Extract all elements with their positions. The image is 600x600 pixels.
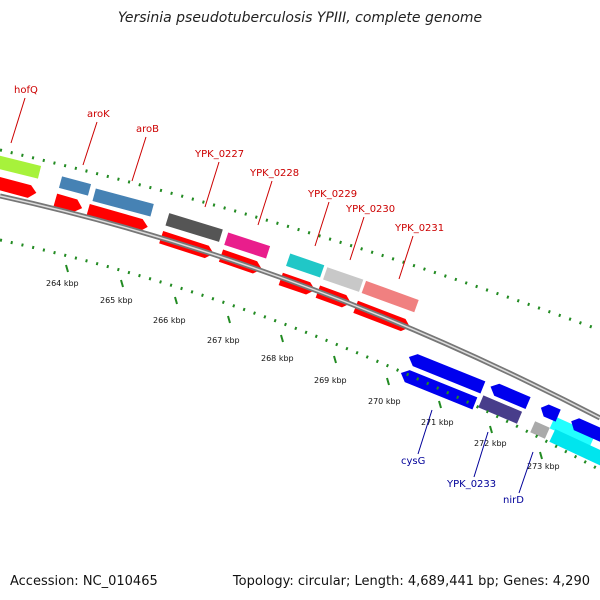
gene-label-ypk0229[interactable]: YPK_0229	[307, 189, 357, 200]
gene-label-ypk0231[interactable]: YPK_0231	[394, 223, 444, 234]
accession-text: Accession: NC_010465	[10, 574, 158, 589]
tick-mark	[489, 425, 493, 434]
ypk0227-feature[interactable]	[165, 213, 223, 242]
ypk0230-feature[interactable]	[323, 267, 364, 292]
tick-label: 264 kbp	[46, 279, 79, 288]
leader-line	[349, 216, 365, 261]
inner-dotted-ring	[0, 238, 600, 472]
gene-label-ypk0230[interactable]: YPK_0230	[345, 204, 395, 215]
genome-stats-text: Topology: circular; Length: 4,689,441 bp…	[232, 574, 590, 589]
nird-feature-light[interactable]	[549, 416, 596, 447]
leader-line	[10, 97, 26, 144]
tick-mark	[120, 279, 124, 288]
gene-label-nird[interactable]: nirD	[503, 495, 524, 506]
tick-label: 267 kbp	[207, 336, 240, 345]
outer-dotted-ring	[0, 148, 600, 332]
tick-label: 273 kbp	[527, 462, 560, 471]
gene-label-ypk0233[interactable]: YPK_0233	[446, 479, 496, 490]
cds-arrow-reverse[interactable]	[406, 351, 486, 394]
cysg-feature[interactable]	[398, 367, 478, 410]
tick-mark	[539, 451, 543, 460]
tick-label: 268 kbp	[261, 354, 294, 363]
genome-backbone	[0, 193, 600, 421]
ypk0229-feature[interactable]	[286, 253, 325, 278]
ypk0231-feature[interactable]	[361, 280, 419, 313]
forward-features	[0, 153, 596, 447]
leader-line	[204, 161, 220, 208]
tick-label: 265 kbp	[100, 296, 133, 305]
tick-label: 271 kbp	[421, 418, 454, 427]
leader-line	[417, 409, 433, 455]
leader-line	[518, 451, 534, 494]
tick-mark	[65, 264, 69, 273]
leader-line	[398, 235, 414, 280]
forward-labels: hofQ aroK aroB YPK_0227 YPK_0228 YPK_022…	[10, 85, 444, 280]
cds-arrow-reverse[interactable]	[568, 416, 600, 442]
gene-label-ypk0227[interactable]: YPK_0227	[194, 149, 244, 160]
ypk0228-feature[interactable]	[224, 232, 271, 259]
tick-mark	[227, 315, 231, 324]
tick-mark	[174, 296, 178, 305]
reverse-labels: cysG YPK_0233 nirD	[401, 409, 534, 506]
gene-label-arob[interactable]: aroB	[136, 124, 159, 135]
tick-mark	[280, 334, 284, 343]
cds-arrow-reverse[interactable]	[488, 381, 531, 410]
map-title: Yersinia pseudotuberculosis YPIII, compl…	[117, 10, 483, 26]
leader-line	[257, 180, 273, 226]
genome-backbone-highlight	[0, 195, 600, 419]
cds-arrow[interactable]	[86, 203, 149, 234]
leader-line	[473, 431, 489, 478]
leader-line	[131, 136, 147, 182]
tick-mark	[333, 355, 337, 364]
gene-label-cysg[interactable]: cysG	[401, 456, 425, 467]
leader-line	[82, 121, 98, 166]
reverse-features	[398, 351, 600, 466]
nird-feature-gray[interactable]	[530, 421, 550, 439]
nird-feature-cyan[interactable]	[549, 429, 600, 466]
hofq-feature[interactable]	[0, 153, 42, 179]
arok-feature[interactable]	[58, 176, 92, 196]
tick-label: 270 kbp	[368, 397, 401, 406]
tick-label: 269 kbp	[314, 376, 347, 385]
cds-arrow[interactable]	[53, 193, 84, 214]
gene-label-arok[interactable]: aroK	[87, 109, 110, 120]
tick-label: 272 kbp	[474, 439, 507, 448]
gene-label-hofq[interactable]: hofQ	[14, 85, 38, 96]
cds-arrow-reverse[interactable]	[538, 402, 561, 422]
cds-arrow[interactable]	[0, 174, 38, 200]
gene-label-ypk0228[interactable]: YPK_0228	[249, 168, 299, 179]
tick-mark	[386, 377, 390, 386]
tick-mark	[438, 400, 442, 409]
ypk0233-feature[interactable]	[478, 395, 523, 424]
scale-ticks: 264 kbp 265 kbp 266 kbp 267 kbp 268 kbp …	[46, 264, 560, 471]
arob-feature[interactable]	[92, 188, 154, 217]
leader-line	[314, 201, 330, 247]
tick-label: 266 kbp	[153, 316, 186, 325]
